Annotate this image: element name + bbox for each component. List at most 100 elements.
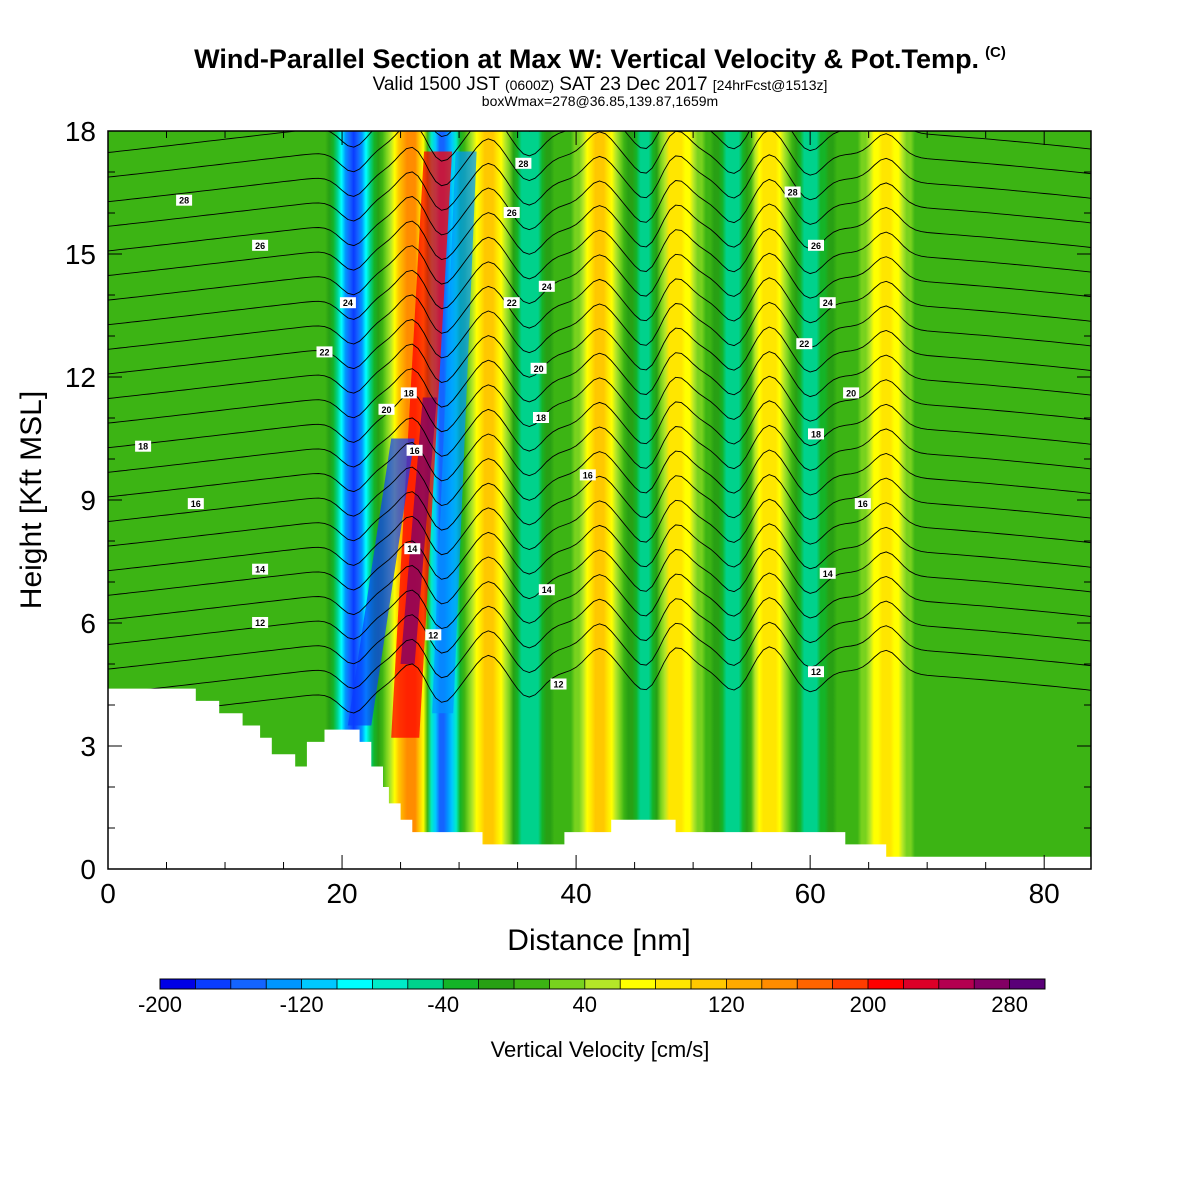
contour-label: 24: [819, 297, 836, 309]
theta-contour-line: [108, 597, 1091, 670]
theta-contour-line: [108, 228, 1091, 301]
contour-label-box: [808, 239, 824, 251]
contour-label-text: 16: [858, 499, 868, 509]
contour-label: 22: [796, 338, 813, 350]
contour-label-box: [796, 338, 813, 350]
contour-label: 14: [252, 563, 269, 575]
contour-label-box: [187, 498, 204, 510]
contour-label-text: 28: [518, 159, 528, 169]
contour-label-box: [819, 297, 836, 309]
contour-label-text: 24: [823, 298, 833, 308]
contour-label: 12: [425, 629, 442, 641]
colorbar-swatch: [974, 979, 1010, 989]
colorbar-frame: [159, 978, 1046, 990]
contour-label-box: [252, 563, 269, 575]
contour-label-text: 16: [410, 446, 420, 456]
theta-contour-line: [108, 523, 1091, 596]
theta-contour-line: [108, 326, 1091, 399]
colorbar-swatch: [301, 979, 338, 989]
contour-label-box: [252, 239, 269, 251]
theta-contour-line: [108, 131, 1091, 203]
colorbar-tick-label: -40: [427, 992, 459, 1017]
theta-contour-line: [108, 547, 1091, 621]
y-tick-label: 3: [80, 731, 96, 762]
contour-label: 20: [843, 387, 860, 399]
contour-label-box: [400, 387, 417, 399]
colorbar-swatch: [868, 979, 904, 989]
downdraft-core: [347, 438, 415, 726]
y-tick-label: 9: [80, 485, 96, 516]
contour-label: 28: [784, 186, 801, 198]
theta-contours: [108, 131, 1091, 719]
contour-label-text: 20: [381, 405, 391, 415]
velocity-field: [108, 131, 1091, 869]
colorbar-swatch: [337, 979, 373, 989]
contour-label-text: 26: [811, 241, 821, 251]
x-tick-label: 0: [100, 878, 116, 909]
contour-label-box: [854, 498, 871, 510]
chart-title: Wind-Parallel Section at Max W: Vertical…: [0, 44, 1200, 75]
colorbar-swatch: [372, 979, 409, 989]
theta-contour-line: [108, 203, 1091, 276]
theta-contour-line: [108, 178, 1091, 252]
contour-label-box: [530, 362, 547, 374]
contour-label: 28: [176, 194, 193, 206]
colorbar-tick-label: 120: [708, 992, 745, 1017]
y-tick-label: 6: [80, 608, 96, 639]
colorbar-swatch: [726, 979, 763, 989]
valid-time-line: Valid 1500 JST (0600Z) SAT 23 Dec 2017 […: [0, 74, 1200, 96]
colorbar: -200 -120 -40 40 120 200 280: [138, 978, 1046, 1017]
contour-label: 12: [252, 617, 269, 628]
terrain-mask: [108, 688, 1091, 869]
theta-contour-line: [108, 474, 1091, 547]
x-tick-label: 60: [795, 878, 826, 909]
contour-label-text: 24: [542, 282, 552, 292]
contour-label: 12: [808, 666, 824, 678]
contour-label: 16: [187, 498, 204, 510]
theta-contour-line: [108, 646, 1091, 719]
contour-label-box: [503, 207, 520, 218]
theta-contour-line: [108, 572, 1091, 645]
copyright-mark: (C): [985, 44, 1006, 61]
colorbar-tick-label: 200: [850, 992, 887, 1017]
contour-label-box: [808, 428, 824, 440]
contour-label-box: [819, 567, 836, 579]
contour-label-text: 18: [811, 429, 821, 439]
contour-label-text: 18: [138, 442, 148, 452]
x-tick-label: 20: [326, 878, 357, 909]
colorbar-tick-label: -120: [280, 992, 324, 1017]
contour-label: 24: [339, 297, 356, 309]
contour-label-box: [533, 412, 549, 423]
contour-label: 18: [533, 412, 549, 423]
contour-label-text: 12: [255, 618, 265, 628]
valid-utc: (0600Z): [504, 77, 554, 93]
colorbar-swatch: [443, 979, 479, 989]
theta-contour-line: [108, 252, 1091, 326]
x-axis-title: Distance [nm]: [507, 924, 690, 957]
contour-label-box: [538, 584, 555, 596]
contour-label-box: [843, 387, 860, 399]
contour-label-box: [252, 617, 269, 628]
forecast-info: [24hrFcst@1513z]: [712, 77, 828, 93]
colorbar-swatch: [230, 979, 267, 989]
contour-labels: 28 26 24 22 18 16 14 12 20 18 16 14 12 28 26 24 22 20 18 16…: [135, 157, 871, 690]
contour-label-box: [316, 346, 333, 358]
contour-label-text: 22: [799, 339, 809, 349]
contour-label-box: [784, 186, 801, 198]
theta-contour-line: [108, 301, 1091, 375]
colorbar-swatch: [514, 979, 550, 989]
contour-label-box: [404, 543, 421, 555]
valid-date: SAT 23 Dec 2017: [559, 74, 708, 95]
contour-label: 20: [378, 403, 395, 415]
x-tick-label: 80: [1029, 878, 1060, 909]
theta-contour-line: [108, 400, 1091, 473]
contour-label-text: 14: [407, 544, 417, 554]
contour-label: 24: [538, 280, 555, 292]
plot-area: 28 26 24 22 18 16 14 12 20 18 16 14 12 28 26 24 22 20 18 16…: [107, 130, 1092, 870]
chart-title-text: Wind-Parallel Section at Max W: Vertical…: [194, 44, 980, 74]
contour-label-text: 14: [823, 569, 833, 579]
contour-label-text: 20: [846, 388, 856, 398]
theta-contour-line: [108, 498, 1091, 572]
theta-contour-line: [108, 449, 1091, 522]
y-tick-label: 0: [80, 854, 96, 885]
